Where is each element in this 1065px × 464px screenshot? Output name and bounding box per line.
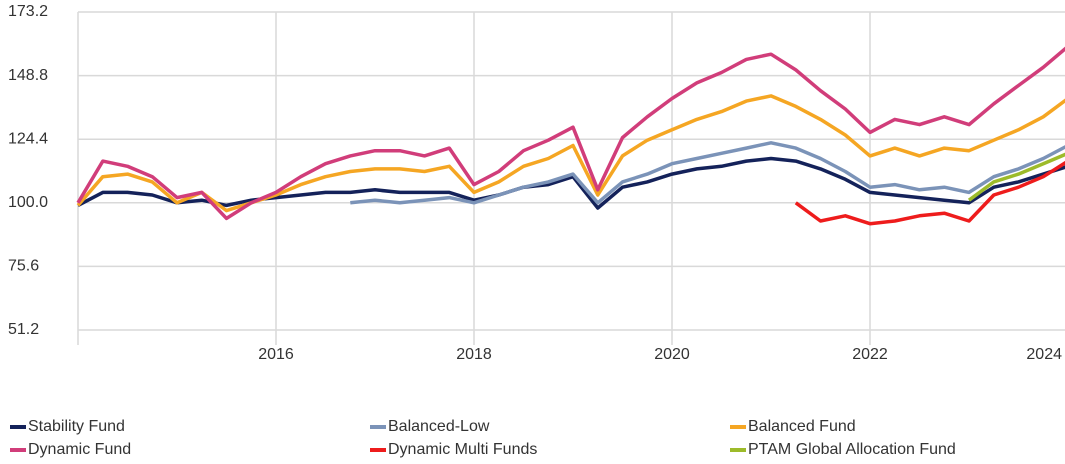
y-tick-label: 173.2 [8,3,48,20]
series-line [76,94,1065,213]
series-line [350,141,1065,205]
series-line [77,156,1065,210]
y-tick-label: 75.6 [8,258,39,275]
legend-label: Dynamic Fund [28,441,131,458]
legend-label: Balanced Fund [748,418,856,435]
x-tick-label: 2020 [654,346,690,363]
x-tick-label: 2024 [1026,346,1062,363]
legend-label: Dynamic Multi Funds [388,441,537,458]
y-tick-label: 148.8 [8,67,48,84]
series-line [76,46,1065,221]
x-tick-label: 2018 [456,346,492,363]
legend-label: Balanced-Low [388,418,490,435]
legend-label: Stability Fund [28,418,125,435]
legend-label: PTAM Global Allocation Fund [748,441,956,458]
series-line [794,160,1065,226]
y-tick-label: 100.0 [8,194,48,211]
y-tick-label: 51.2 [8,321,39,338]
y-tick-label: 124.4 [8,130,48,147]
series-line [967,152,1065,202]
x-tick-label: 2016 [258,346,294,363]
x-tick-label: 2022 [852,346,888,363]
